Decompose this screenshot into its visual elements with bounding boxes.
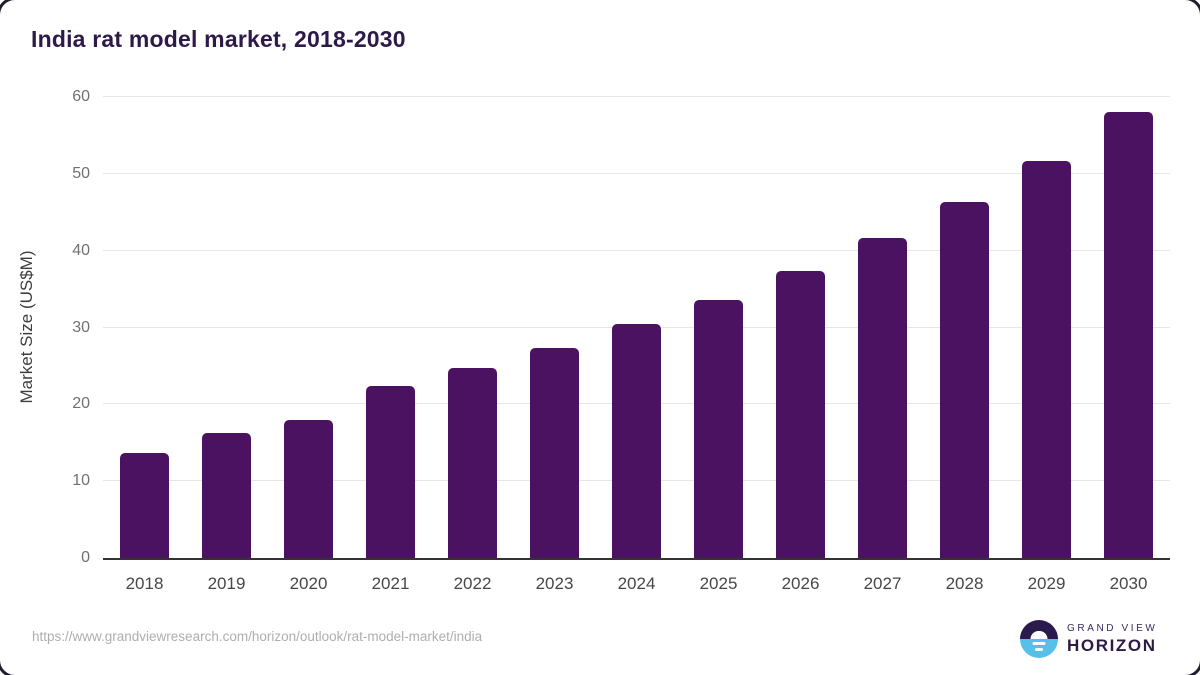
bar-2025[interactable] [694, 299, 743, 558]
grand-view-horizon-logo[interactable]: GRAND VIEW HORIZON [1020, 620, 1157, 658]
chart-title: India rat model market, 2018-2030 [31, 26, 406, 52]
source-url: https://www.grandviewresearch.com/horizo… [32, 629, 483, 644]
bar-group-2030: 2030 [1104, 111, 1153, 593]
xtick-label-2022: 2022 [453, 574, 492, 593]
bar-group-2019: 2019 [202, 432, 251, 593]
xtick-label-2026: 2026 [781, 574, 820, 593]
ytick-label-10: 10 [72, 472, 90, 490]
xtick-label-2023: 2023 [535, 574, 574, 593]
bar-group-2024: 2024 [612, 324, 661, 593]
plot-area: 0 10 20 30 40 50 60 2018 2019 2020 2021 2022 2023 20… [72, 88, 1170, 593]
ytick-label-60: 60 [72, 88, 90, 105]
bar-group-2026: 2026 [776, 271, 825, 593]
logo-text-horizon: HORIZON [1067, 635, 1157, 655]
xtick-label-2020: 2020 [289, 574, 328, 593]
bar-2023[interactable] [530, 348, 579, 558]
sun-shape [1030, 630, 1048, 639]
bar-2029[interactable] [1022, 160, 1071, 558]
bar-2021[interactable] [366, 385, 415, 558]
bar-group-2025: 2025 [694, 299, 743, 593]
reflection-line-1 [1032, 642, 1046, 645]
bar-group-2027: 2027 [858, 238, 907, 593]
bar-2030[interactable] [1104, 111, 1153, 558]
gridline-50 [103, 172, 1170, 174]
xtick-label-2025: 2025 [699, 574, 738, 593]
logo-text-grand-view: GRAND VIEW [1067, 622, 1158, 634]
xtick-label-2019: 2019 [207, 574, 246, 593]
bar-group-2023: 2023 [530, 348, 579, 593]
bar-2020[interactable] [284, 420, 333, 558]
bar-2026[interactable] [776, 271, 825, 558]
gridline-40 [103, 249, 1170, 251]
bar-2027[interactable] [858, 238, 907, 558]
bar-2022[interactable] [448, 368, 497, 558]
xtick-label-2021: 2021 [371, 574, 410, 593]
xtick-label-2024: 2024 [617, 574, 656, 593]
bar-group-2028: 2028 [940, 201, 989, 593]
xtick-label-2018: 2018 [125, 574, 164, 593]
bar-group-2022: 2022 [448, 368, 497, 593]
reflection-line-2 [1035, 647, 1043, 651]
xtick-label-2030: 2030 [1109, 574, 1148, 593]
horizon-sun-icon [1020, 620, 1058, 658]
bar-group-2020: 2020 [284, 420, 333, 593]
bar-group-2029: 2029 [1022, 160, 1071, 593]
logo-text: GRAND VIEW HORIZON [1067, 623, 1157, 656]
xtick-label-2027: 2027 [863, 574, 902, 593]
ytick-label-50: 50 [72, 164, 90, 182]
bar-2028[interactable] [940, 201, 989, 558]
ytick-label-40: 40 [72, 241, 90, 259]
bar-2019[interactable] [202, 432, 251, 558]
xtick-label-2028: 2028 [945, 574, 984, 593]
ytick-label-0: 0 [81, 549, 90, 566]
xtick-label-2029: 2029 [1027, 574, 1066, 593]
ytick-label-30: 30 [72, 318, 90, 336]
y-axis-title: Market Size (US$M) [17, 250, 36, 404]
bar-group-2018: 2018 [120, 452, 169, 593]
gridline-60 [103, 96, 1170, 97]
ytick-label-20: 20 [72, 395, 90, 413]
bars-layer: 2018 2019 2020 2021 2022 2023 2024 2025 2026 2027… [103, 97, 1170, 593]
bar-group-2021: 2021 [366, 385, 415, 593]
bar-2024[interactable] [612, 324, 661, 558]
bar-2018[interactable] [120, 452, 169, 558]
